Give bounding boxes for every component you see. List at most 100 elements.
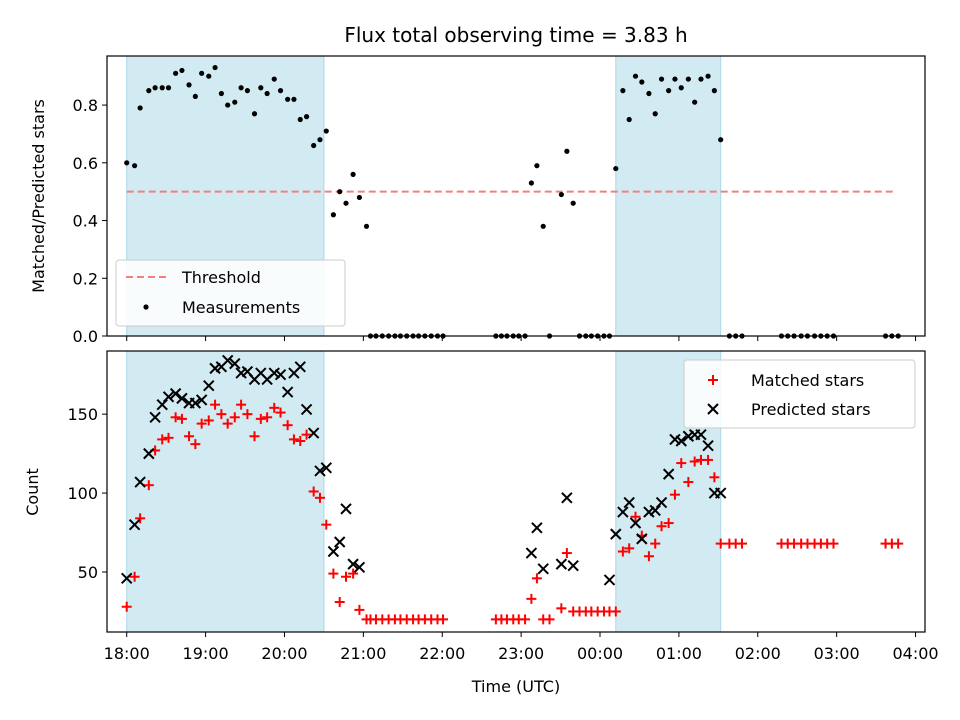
measurement-point — [199, 70, 205, 76]
matched-star-point — [617, 546, 628, 557]
matched-star-point — [295, 435, 306, 446]
matched-star-point — [656, 521, 667, 532]
matched-star-point — [703, 454, 714, 465]
y-tick-label: 0.0 — [73, 327, 98, 346]
measurement-point — [244, 88, 251, 94]
measurement-point — [632, 73, 639, 79]
matched-star-point — [129, 571, 140, 582]
predicted-star-point — [695, 428, 707, 441]
y-tick-label: 0.2 — [73, 269, 98, 288]
matched-star-point — [334, 597, 345, 608]
matched-stars-legend-marker — [708, 375, 718, 385]
x-tick-label: 01:00 — [656, 644, 702, 663]
measurement-point — [146, 88, 152, 94]
measurement-point — [137, 105, 143, 111]
matched-stars-points — [121, 399, 904, 625]
predicted-star-point — [623, 496, 635, 509]
matched-star-point — [308, 486, 319, 497]
matched-star-point — [203, 415, 214, 426]
predicted-star-point — [649, 504, 661, 517]
matched-star-point — [663, 518, 674, 529]
measurement-point — [330, 212, 336, 218]
measurement-point — [303, 114, 310, 120]
matched-star-point — [828, 538, 839, 549]
matched-star-point — [715, 538, 726, 549]
measurement-point — [285, 96, 291, 102]
measurement-point — [685, 76, 691, 82]
y-tick-label: 0.8 — [73, 96, 98, 115]
predicted-star-point — [347, 558, 359, 570]
measurement-point — [528, 180, 534, 186]
measurement-point — [534, 163, 540, 169]
predicted-star-point — [121, 572, 133, 585]
matched-star-point — [893, 538, 904, 549]
matched-star-point — [709, 472, 720, 483]
predicted-star-point — [162, 391, 175, 403]
shaded-interval-1 — [126, 350, 325, 633]
matched-star-point — [669, 489, 680, 500]
predicted-star-point — [567, 559, 579, 572]
measurement-point — [159, 85, 165, 91]
matched-star-point — [196, 418, 207, 429]
y-tick-label: 50 — [78, 563, 98, 582]
y-tick-label: 150 — [67, 405, 98, 424]
matched-star-point — [650, 538, 661, 549]
measurement-point — [639, 79, 645, 85]
measurement-point — [124, 160, 130, 166]
predicted-star-point — [353, 561, 366, 573]
matched-star-point — [242, 409, 253, 420]
matched-star-point — [556, 603, 567, 614]
y-tick-label: 0.6 — [73, 154, 98, 173]
measurement-point — [343, 200, 349, 206]
top-legend-box — [115, 259, 346, 327]
y-tick-label: 0.4 — [73, 212, 98, 231]
predicted-star-point — [327, 545, 340, 558]
measurement-point — [626, 116, 632, 123]
matched-star-point — [288, 434, 299, 445]
predicted-star-point — [156, 398, 168, 411]
matched-star-point — [520, 614, 531, 625]
matched-star-point — [170, 412, 181, 423]
matched-star-point — [544, 614, 555, 625]
predicted-star-point — [702, 440, 714, 452]
measurement-point — [558, 191, 564, 198]
bottom-legend: Matched stars Predicted stars — [683, 359, 916, 429]
matched-stars-legend-label: Matched stars — [751, 371, 864, 390]
measurement-point — [206, 73, 212, 79]
predicted-stars-legend-marker — [707, 403, 719, 415]
matched-star-point — [676, 458, 687, 469]
predicted-star-point — [320, 462, 332, 474]
predicted-star-point — [149, 411, 161, 424]
predicted-star-point — [629, 517, 642, 529]
measurement-point — [238, 85, 244, 91]
predicted-star-point — [610, 528, 622, 540]
matched-star-point — [135, 513, 146, 524]
predicted-stars-legend-label: Predicted stars — [751, 400, 871, 419]
predicted-star-point — [555, 558, 568, 570]
matched-star-point — [236, 399, 247, 410]
predicted-star-point — [134, 476, 146, 488]
bottom-panel-shaded-intervals — [126, 350, 722, 633]
x-tick-label: 02:00 — [735, 644, 781, 663]
measurements-legend-label: Measurements — [182, 298, 300, 317]
measurement-point — [613, 165, 619, 172]
matched-star-point — [348, 568, 359, 579]
matched-star-point — [269, 402, 280, 413]
measurement-point — [165, 85, 172, 91]
matched-star-point — [222, 418, 233, 429]
threshold-legend-label: Threshold — [181, 268, 261, 287]
predicted-star-point — [662, 468, 675, 480]
top-legend: Threshold Measurements — [115, 259, 346, 327]
top-x-ticks — [126, 336, 917, 341]
measurement-point — [692, 99, 698, 105]
top-panel-frame — [106, 55, 926, 337]
measurement-point — [277, 88, 284, 94]
matched-star-point — [275, 407, 286, 418]
matched-star-point — [143, 480, 154, 491]
measurement-point — [232, 99, 238, 105]
predicted-star-point — [300, 403, 313, 416]
predicted-star-point — [714, 487, 727, 499]
predicted-star-point — [531, 522, 543, 534]
bottom-x-axis: 18:00 19:00 20:00 21:00 22:00 23:00 00:00 01:00… — [104, 632, 939, 663]
